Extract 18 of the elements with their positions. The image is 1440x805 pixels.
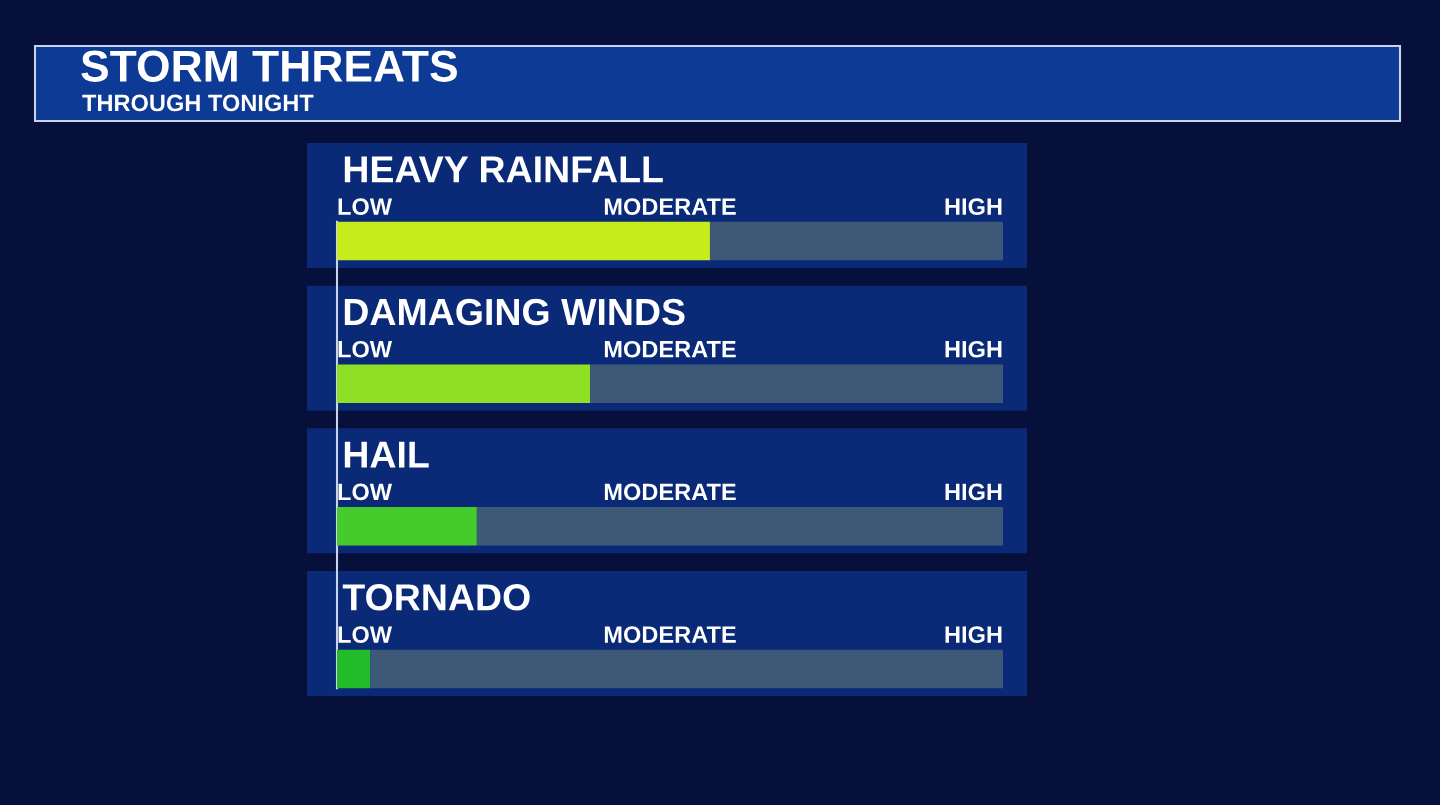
text: LOW (338, 198, 393, 215)
annotation: LOW (338, 483, 393, 501)
y-tick-label: TORNADO (342, 584, 530, 611)
annotation: HIGH (945, 626, 1002, 643)
annotation: LOW (338, 340, 393, 358)
annotation: HIGH (945, 483, 1002, 501)
annotation: LOW (338, 626, 393, 643)
text: MODERATE (604, 198, 736, 215)
y-tick-label: DAMAGING WINDS (344, 298, 685, 326)
annotation: MODERATE (604, 340, 736, 358)
annotation: MODERATE (604, 483, 736, 501)
annotation: MODERATE (604, 626, 736, 643)
text: HIGH (945, 198, 1002, 215)
y-tick-label: HEAVY RAINFALL (344, 156, 663, 183)
chart-title: STORM THREATS (81, 50, 457, 82)
y-tick-label: HAIL (344, 441, 429, 468)
chart-subtitle: THROUGH TONIGHT (82, 94, 314, 112)
annotation: HIGH (945, 340, 1002, 358)
